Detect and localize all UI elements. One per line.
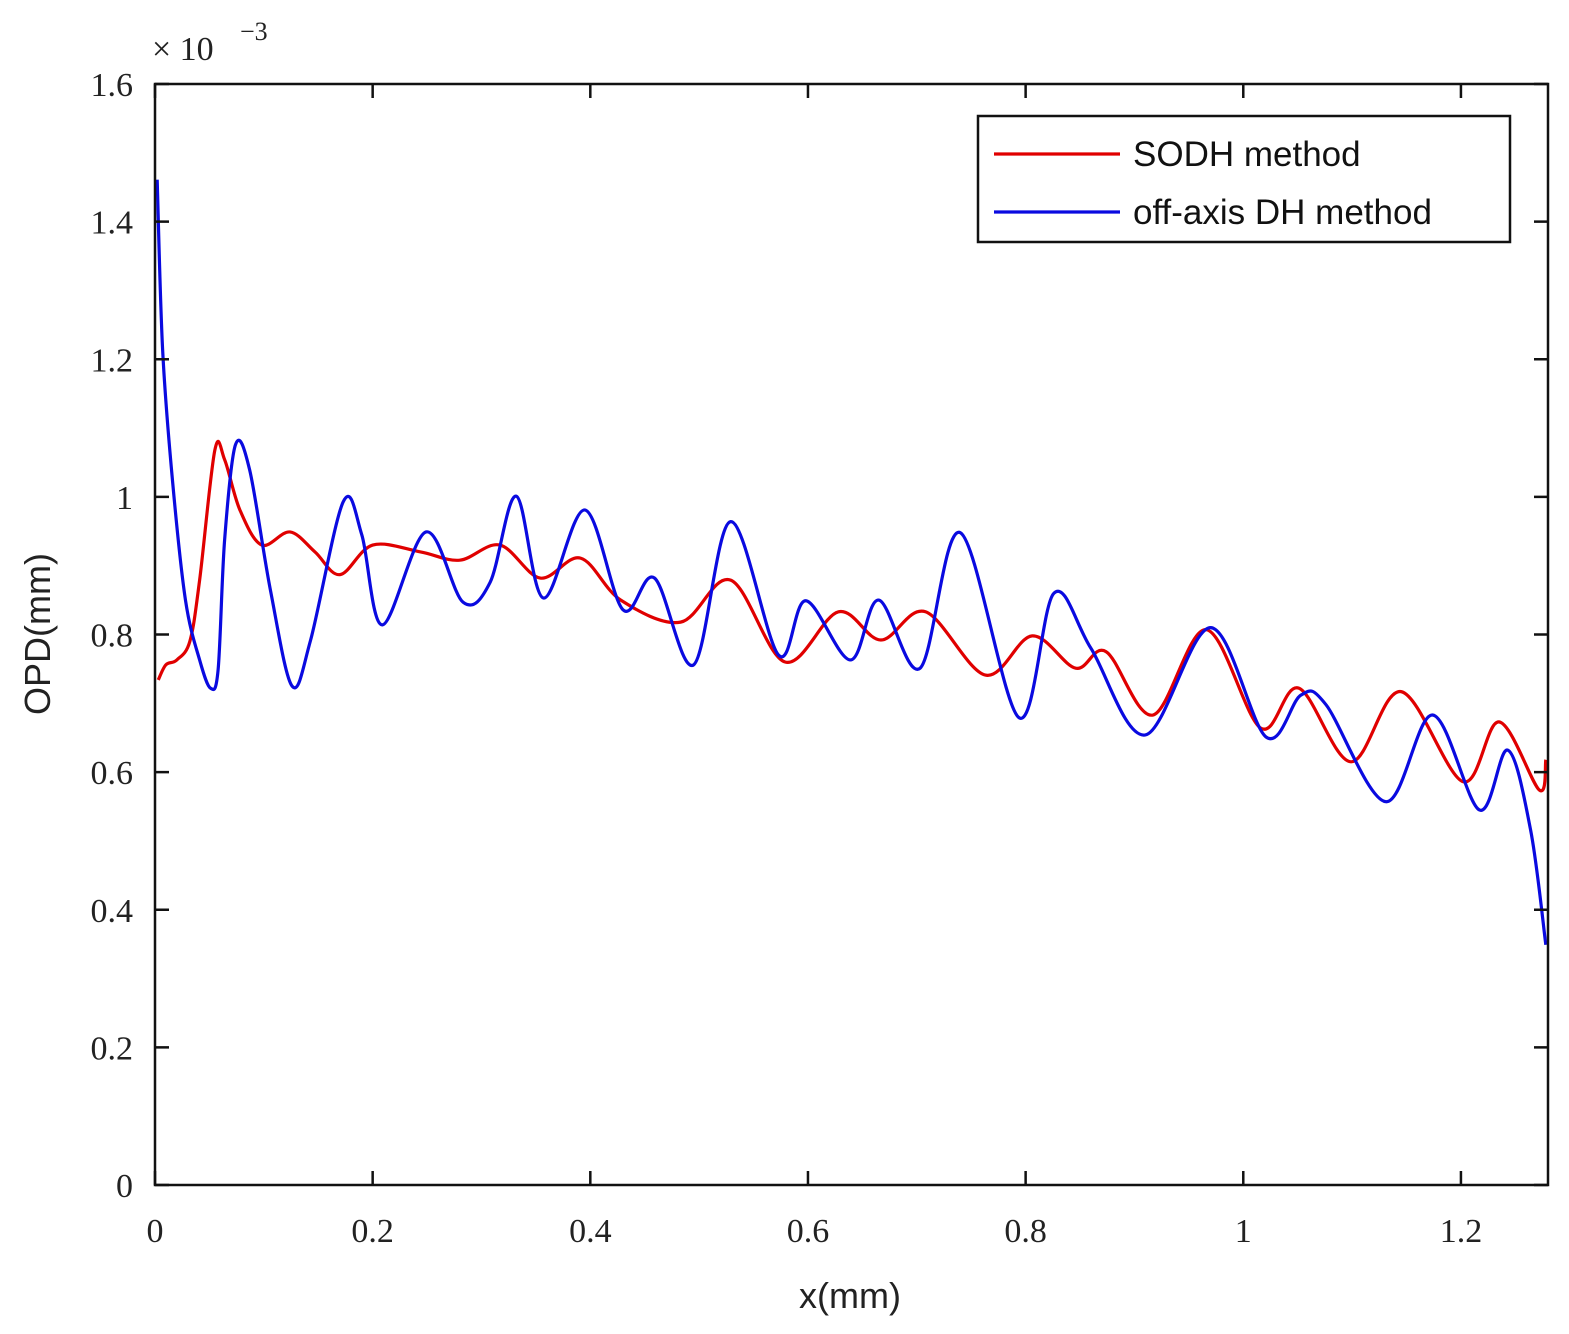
- legend: SODH method off-axis DH method: [976, 114, 1512, 244]
- x-tick-label: 1.2: [1440, 1213, 1483, 1250]
- x-tick-label: 0.4: [569, 1213, 612, 1250]
- y-axis-label: OPD(mm): [17, 553, 58, 715]
- x-tick-label: 0.6: [787, 1213, 830, 1250]
- y-tick-label: 0.8: [91, 618, 134, 655]
- y-tick-label: 0.6: [91, 755, 134, 792]
- x-tick-label: 0.8: [1004, 1213, 1047, 1250]
- x-tick-label: 0.2: [351, 1213, 394, 1250]
- y-exponent-power: −3: [240, 17, 268, 46]
- y-exponent: × 10: [152, 31, 214, 68]
- y-tick-label: 1.4: [91, 205, 134, 242]
- y-tick-label: 0.2: [91, 1030, 134, 1067]
- y-tick-label: 1: [116, 480, 133, 517]
- legend-label: off-axis DH method: [1133, 193, 1432, 232]
- data-line: [156, 440, 1548, 793]
- x-tick-label: 1: [1235, 1213, 1252, 1250]
- x-tick-label: 0: [147, 1213, 164, 1250]
- y-tick-label: 1.6: [91, 67, 134, 104]
- axes-box: [153, 82, 1550, 1187]
- y-tick-label: 0: [116, 1168, 133, 1205]
- x-axis-label: x(mm): [799, 1275, 901, 1316]
- y-tick-label: 0.4: [91, 893, 134, 930]
- legend-label: SODH method: [1133, 135, 1361, 174]
- y-tick-label: 1.2: [91, 342, 134, 379]
- data-line: [155, 179, 1548, 946]
- legend-box: [976, 114, 1512, 244]
